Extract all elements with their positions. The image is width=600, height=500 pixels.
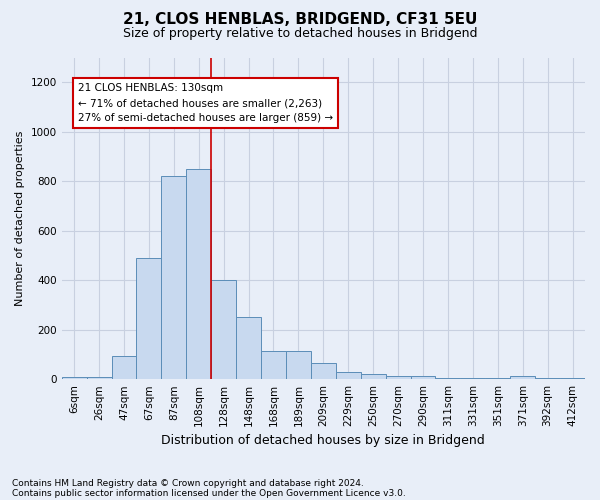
Text: Size of property relative to detached houses in Bridgend: Size of property relative to detached ho… [123,28,477,40]
Bar [436,378,460,379]
Bar [136,258,161,379]
Text: 21 CLOS HENBLAS: 130sqm
← 71% of detached houses are smaller (2,263)
27% of semi: 21 CLOS HENBLAS: 130sqm ← 71% of detache… [78,84,333,123]
Bar [62,376,86,379]
Text: Contains HM Land Registry data © Crown copyright and database right 2024.: Contains HM Land Registry data © Crown c… [12,478,364,488]
X-axis label: Distribution of detached houses by size in Bridgend: Distribution of detached houses by size … [161,434,485,448]
Bar [485,378,510,379]
Bar [386,376,410,379]
Bar [186,169,211,379]
Bar [211,280,236,379]
Bar [560,378,585,379]
Bar [460,378,485,379]
Text: 21, CLOS HENBLAS, BRIDGEND, CF31 5EU: 21, CLOS HENBLAS, BRIDGEND, CF31 5EU [123,12,477,28]
Bar [236,318,261,379]
Bar [311,363,336,379]
Bar [112,356,136,379]
Bar [410,376,436,379]
Bar [535,378,560,379]
Bar [261,350,286,379]
Bar [286,350,311,379]
Bar [510,376,535,379]
Bar [86,376,112,379]
Bar [161,176,186,379]
Text: Contains public sector information licensed under the Open Government Licence v3: Contains public sector information licen… [12,488,406,498]
Bar [336,372,361,379]
Y-axis label: Number of detached properties: Number of detached properties [15,130,25,306]
Bar [361,374,386,379]
